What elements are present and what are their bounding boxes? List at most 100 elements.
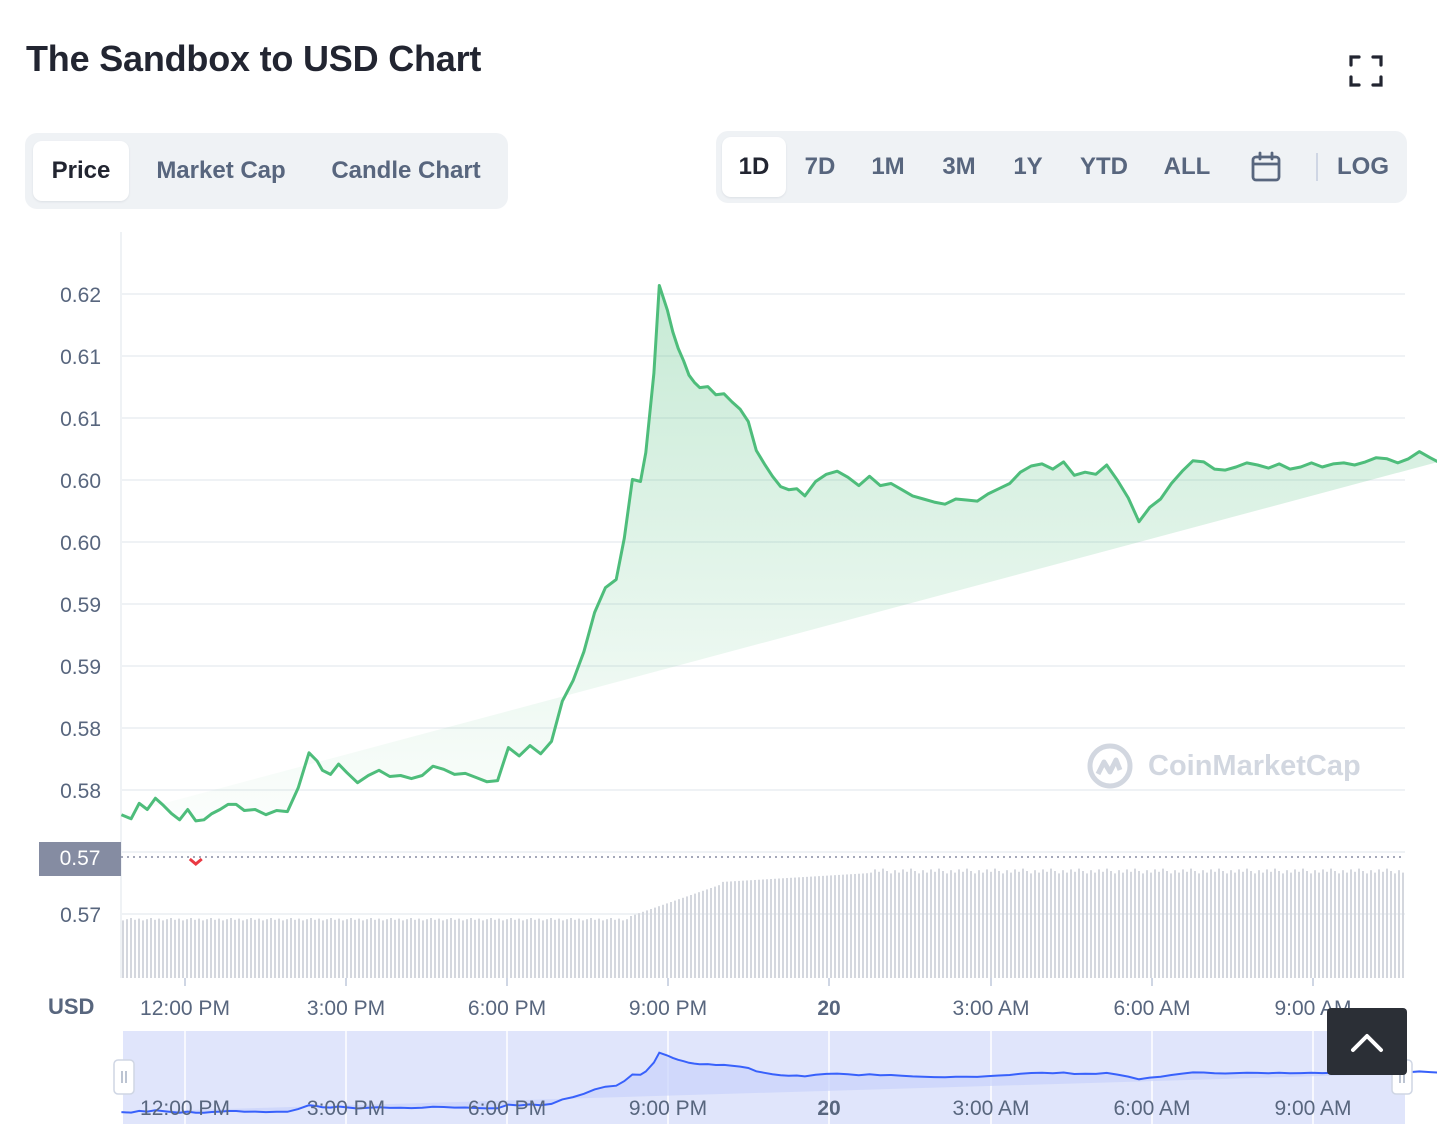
volume-bar [130,918,132,978]
volume-bar [854,873,856,978]
calendar-icon[interactable] [1226,137,1306,197]
volume-bar [602,920,604,978]
volume-bar [1162,868,1164,978]
x-tick-label: 20 [817,997,840,1020]
volume-bar [254,919,256,978]
volume-bar [430,918,432,978]
range-ytd[interactable]: YTD [1080,153,1128,180]
range-1d[interactable]: 1D [722,137,786,197]
volume-bar [1106,868,1108,978]
current-price-tag: 0.57 [39,842,121,876]
volume-bar [554,919,556,978]
navigator-area [121,1052,1437,1113]
volume-bar [770,879,772,978]
volume-bar [1354,871,1356,978]
volume-bar [286,919,288,978]
volume-bar [358,918,360,978]
volume-bar [630,916,632,978]
range-1m[interactable]: 1M [871,153,905,180]
navigator-tick-label: 20 [817,1097,840,1120]
volume-bar [1170,873,1172,978]
volume-bar [778,878,780,978]
volume-bar [1294,869,1296,978]
volume-bar [438,918,440,978]
range-7d[interactable]: 7D [804,153,836,180]
volume-bar [370,918,372,978]
volume-bar [774,878,776,978]
scroll-top-button[interactable] [1327,1008,1407,1075]
volume-bar [546,919,548,978]
volume-bar [274,919,276,978]
volume-bar [1326,871,1328,978]
volume-bar [462,920,464,978]
volume-bar [890,873,892,978]
volume-bar [838,874,840,978]
volume-bar [930,869,932,978]
volume-bar [902,869,904,978]
volume-bar [750,880,752,978]
volume-bar [858,873,860,978]
toolbar-divider [1316,153,1318,181]
tab-market-cap[interactable]: Market Cap [156,157,286,184]
log-scale-toggle[interactable]: LOG [1337,153,1389,180]
volume-bar [354,919,356,978]
volume-bar [726,881,728,978]
volume-bar [1102,871,1104,978]
x-tick-label: 3:00 PM [307,997,385,1020]
volume-bar [1058,873,1060,978]
range-1y[interactable]: 1Y [1013,153,1043,180]
volume-bar [1362,871,1364,978]
volume-bar [1174,870,1176,978]
y-tick-label: 0.58 [60,718,101,741]
chevron-up-icon [1351,1033,1383,1052]
volume-bar [842,874,844,978]
volume-bar [330,918,332,978]
volume-bar [598,918,600,978]
volume-bar [1142,873,1144,978]
volume-bar [1158,871,1160,978]
volume-bar [366,919,368,978]
y-tick-label: 0.60 [60,470,101,493]
range-3m[interactable]: 3M [942,153,976,180]
volume-bar [506,919,508,978]
volume-bar [1218,868,1220,978]
volume-bar [1050,868,1052,978]
volume-bar [938,868,940,978]
navigator-handle-left[interactable] [113,1059,135,1095]
tab-price[interactable]: Price [33,141,129,201]
volume-bar [166,919,168,978]
volume-bar [606,919,608,978]
volume-bar [986,869,988,978]
volume-bar [618,918,620,978]
volume-bar [822,875,824,978]
volume-bar [1302,868,1304,978]
volume-bar [1042,869,1044,978]
volume-bar [1062,870,1064,978]
volume-bar [722,881,724,978]
volume-bar [194,919,196,978]
volume-bar [1262,872,1264,978]
volume-bar [1370,870,1372,978]
volume-bar [862,873,864,978]
volume-bar [570,918,572,978]
volume-bar [1182,869,1184,978]
volume-bar [610,918,612,978]
fullscreen-icon[interactable] [1348,54,1384,88]
volume-bar [266,919,268,978]
volume-bar [1258,870,1260,978]
volume-bar [318,918,320,978]
range-all[interactable]: ALL [1163,153,1211,180]
volume-bar [238,918,240,978]
volume-bar [494,919,496,978]
volume-bar [1274,868,1276,978]
volume-bar [350,918,352,978]
volume-bar [290,918,292,978]
tab-candle-chart[interactable]: Candle Chart [331,157,481,184]
volume-bar [1314,870,1316,978]
volume-bar [922,870,924,978]
volume-bar [594,919,596,978]
volume-bar [1230,870,1232,978]
volume-bar [918,873,920,978]
navigator-tick-label: 12:00 PM [140,1097,230,1120]
volume-bar [826,875,828,978]
